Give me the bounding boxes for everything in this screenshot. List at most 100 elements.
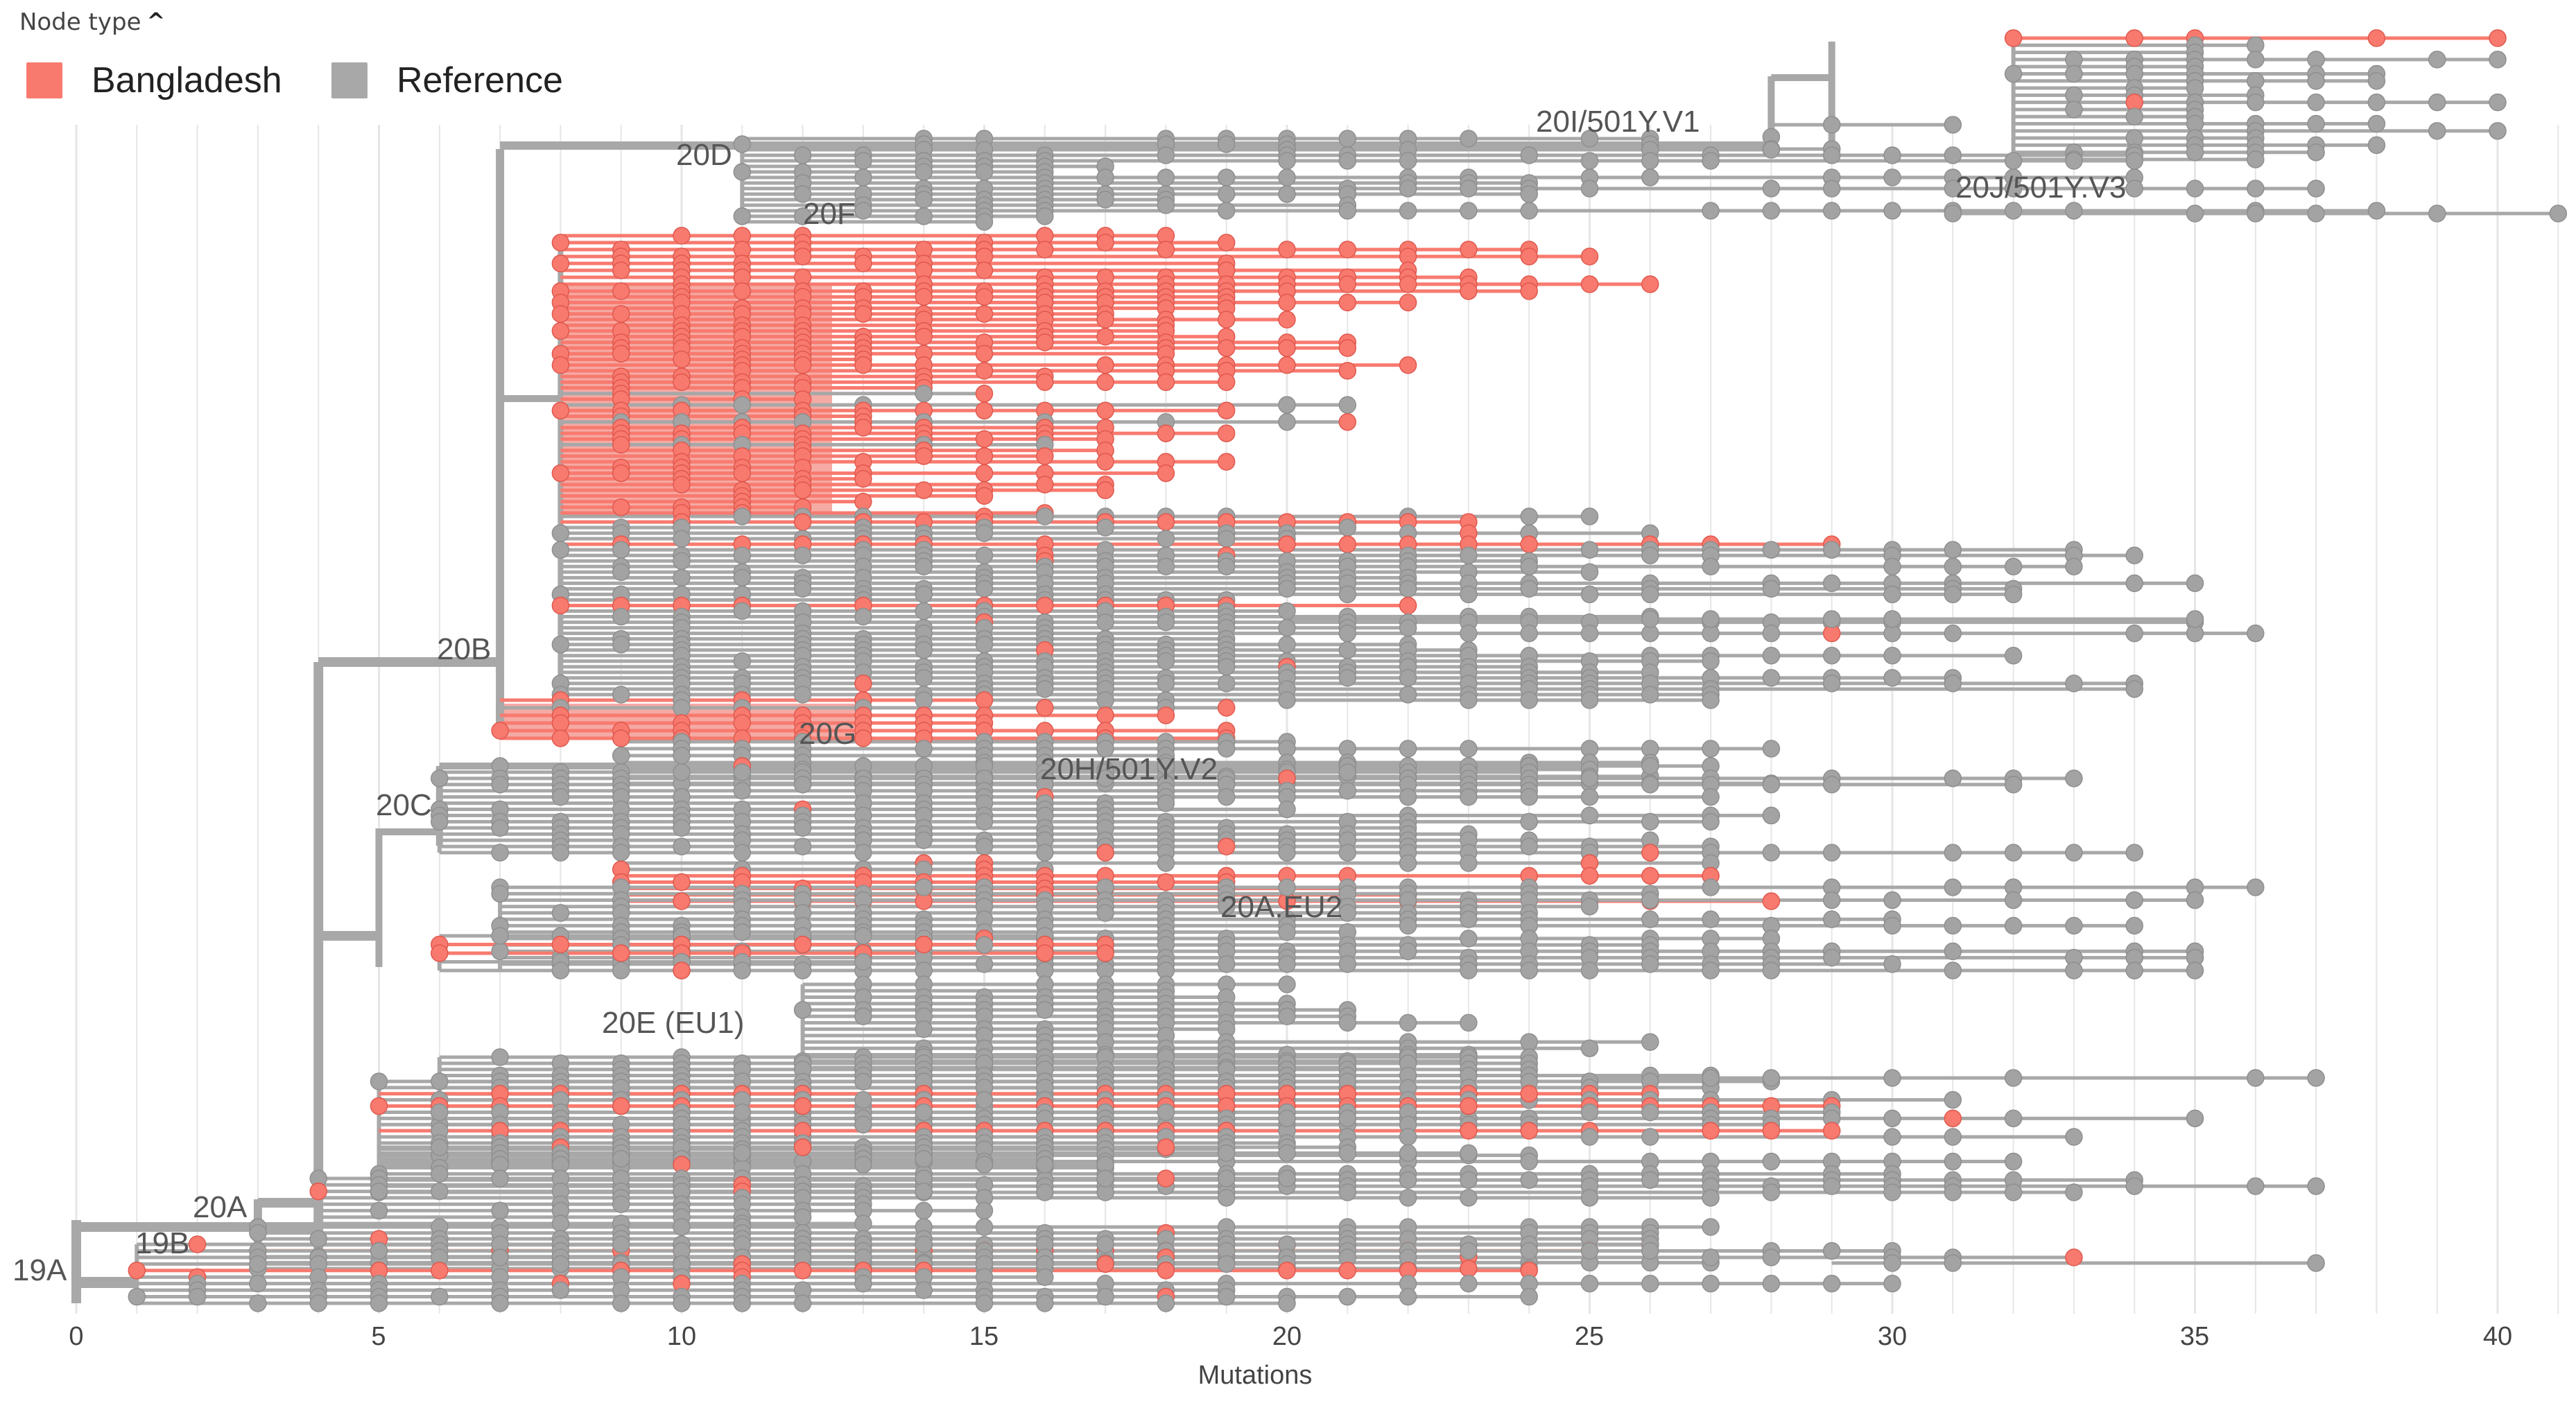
reference-node[interactable] (1944, 844, 1962, 862)
reference-node[interactable] (249, 1224, 267, 1242)
reference-node[interactable] (1338, 904, 1357, 922)
chevron-up-icon[interactable]: ^ (146, 8, 166, 34)
bangladesh-node[interactable] (1036, 476, 1054, 494)
reference-node[interactable] (1036, 1268, 1054, 1286)
reference-node[interactable] (2065, 675, 2083, 693)
reference-node[interactable] (2004, 844, 2023, 862)
reference-node[interactable] (793, 580, 812, 598)
reference-node[interactable] (612, 1235, 630, 1253)
reference-node[interactable] (431, 1072, 449, 1090)
reference-node[interactable] (1217, 658, 1236, 676)
reference-node[interactable] (1278, 580, 1296, 598)
bangladesh-node[interactable] (1278, 1262, 1296, 1280)
reference-node[interactable] (915, 669, 933, 687)
reference-node[interactable] (491, 1169, 509, 1187)
reference-node[interactable] (2367, 72, 2386, 90)
reference-node[interactable] (2065, 64, 2083, 83)
bangladesh-node[interactable] (612, 282, 630, 300)
legend-item-reference[interactable]: Reference (331, 60, 563, 101)
reference-node[interactable] (1822, 541, 1841, 559)
reference-node[interactable] (2125, 844, 2143, 862)
reference-node[interactable] (1641, 546, 1659, 564)
reference-node[interactable] (2125, 891, 2143, 910)
bangladesh-node[interactable] (1399, 293, 1417, 312)
reference-node[interactable] (2004, 152, 2023, 170)
reference-node[interactable] (2125, 180, 2143, 198)
reference-node[interactable] (1580, 691, 1599, 709)
reference-node[interactable] (1036, 507, 1054, 525)
reference-node[interactable] (1036, 844, 1054, 862)
reference-node[interactable] (431, 1103, 449, 1122)
bangladesh-node[interactable] (733, 282, 752, 300)
reference-node[interactable] (1762, 141, 1781, 159)
bangladesh-node[interactable] (1036, 596, 1054, 615)
bangladesh-node[interactable] (854, 419, 872, 437)
reference-node[interactable] (1338, 669, 1357, 687)
reference-node[interactable] (1883, 891, 1901, 910)
reference-node[interactable] (1883, 610, 1901, 628)
reference-node[interactable] (1641, 910, 1659, 928)
reference-node[interactable] (733, 135, 752, 153)
bangladesh-node[interactable] (1944, 1109, 1962, 1128)
reference-node[interactable] (1822, 1274, 1841, 1293)
reference-node[interactable] (1278, 618, 1296, 637)
reference-node[interactable] (975, 163, 994, 181)
bangladesh-node[interactable] (551, 714, 570, 732)
bangladesh-node[interactable] (975, 447, 994, 465)
reference-node[interactable] (915, 557, 933, 576)
reference-node[interactable] (370, 1072, 388, 1090)
reference-node[interactable] (1338, 1013, 1357, 1032)
reference-node[interactable] (1157, 1103, 1175, 1122)
reference-node[interactable] (1399, 1144, 1417, 1163)
reference-node[interactable] (1036, 1001, 1054, 1019)
reference-node[interactable] (1883, 1109, 1901, 1128)
reference-node[interactable] (309, 1230, 327, 1248)
bangladesh-node[interactable] (128, 1262, 146, 1280)
reference-node[interactable] (1520, 1171, 1538, 1189)
reference-node[interactable] (1460, 930, 1478, 948)
reference-node[interactable] (733, 396, 752, 414)
bangladesh-node[interactable] (612, 345, 630, 363)
reference-node[interactable] (1520, 787, 1538, 806)
reference-node[interactable] (1278, 975, 1296, 993)
reference-node[interactable] (2186, 610, 2204, 628)
reference-node[interactable] (1157, 196, 1175, 214)
bangladesh-node[interactable] (1096, 944, 1114, 962)
bangladesh-node[interactable] (1580, 867, 1599, 885)
reference-node[interactable] (854, 844, 872, 862)
reference-node[interactable] (733, 568, 752, 587)
reference-node[interactable] (1338, 763, 1357, 781)
reference-node[interactable] (2004, 180, 2023, 198)
bangladesh-node[interactable] (854, 254, 872, 272)
reference-node[interactable] (733, 163, 752, 181)
reference-node[interactable] (1217, 168, 1236, 186)
bangladesh-node[interactable] (1520, 535, 1538, 553)
reference-node[interactable] (673, 763, 691, 781)
reference-node[interactable] (1944, 557, 1962, 576)
reference-node[interactable] (551, 1281, 570, 1299)
reference-node[interactable] (1399, 787, 1417, 806)
bangladesh-node[interactable] (1338, 241, 1357, 259)
reference-node[interactable] (1883, 202, 1901, 220)
bangladesh-node[interactable] (551, 401, 570, 420)
bangladesh-node[interactable] (1278, 356, 1296, 374)
bangladesh-node[interactable] (1338, 293, 1357, 312)
reference-node[interactable] (2065, 557, 2083, 576)
reference-node[interactable] (1157, 557, 1175, 576)
bangladesh-node[interactable] (915, 327, 933, 346)
reference-node[interactable] (2125, 546, 2143, 564)
bangladesh-node[interactable] (1157, 513, 1175, 531)
reference-node[interactable] (1883, 557, 1901, 576)
bangladesh-node[interactable] (551, 254, 570, 272)
reference-node[interactable] (854, 1156, 872, 1174)
reference-node[interactable] (915, 384, 933, 403)
bangladesh-node[interactable] (1460, 1260, 1478, 1278)
reference-node[interactable] (1278, 185, 1296, 203)
reference-node[interactable] (793, 146, 812, 164)
reference-node[interactable] (1217, 787, 1236, 806)
reference-node[interactable] (1157, 675, 1175, 693)
reference-node[interactable] (1217, 135, 1236, 153)
bangladesh-node[interactable] (1641, 275, 1659, 293)
reference-node[interactable] (673, 837, 691, 855)
reference-node[interactable] (2186, 205, 2204, 223)
